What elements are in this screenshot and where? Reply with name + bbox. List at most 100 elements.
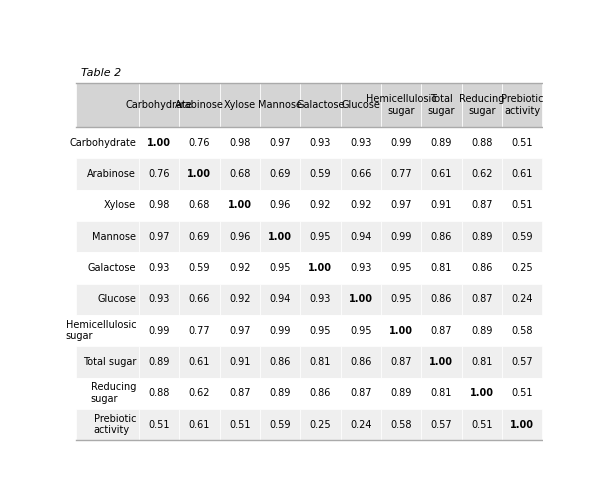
Text: 0.59: 0.59 <box>511 232 533 242</box>
Text: 1.00: 1.00 <box>308 263 332 273</box>
Bar <box>461 127 502 159</box>
Text: 0.95: 0.95 <box>310 326 331 336</box>
Text: 0.96: 0.96 <box>229 232 250 242</box>
Text: 0.66: 0.66 <box>350 169 371 179</box>
Text: 0.95: 0.95 <box>270 263 291 273</box>
Bar <box>421 159 461 190</box>
Text: 0.92: 0.92 <box>229 294 250 304</box>
Bar <box>219 159 260 190</box>
Text: 0.61: 0.61 <box>189 420 210 430</box>
Bar <box>139 252 179 284</box>
Text: Hemicellulosic
sugar: Hemicellulosic sugar <box>66 320 136 341</box>
Text: 1.00: 1.00 <box>228 201 252 211</box>
Text: Prebiotic
activity: Prebiotic activity <box>501 94 543 116</box>
Bar <box>179 378 219 409</box>
Bar <box>381 190 421 221</box>
Text: 0.77: 0.77 <box>390 169 412 179</box>
Text: Arabinose: Arabinose <box>175 100 224 110</box>
Bar <box>76 252 139 284</box>
Text: 0.95: 0.95 <box>390 294 412 304</box>
Bar <box>76 378 139 409</box>
Bar <box>341 315 381 346</box>
Text: 0.51: 0.51 <box>148 420 170 430</box>
Text: 0.96: 0.96 <box>270 201 291 211</box>
Text: 0.92: 0.92 <box>310 201 331 211</box>
Bar <box>421 346 461 378</box>
Bar <box>502 409 542 440</box>
Text: Xylose: Xylose <box>224 100 256 110</box>
Bar <box>76 221 139 252</box>
Bar <box>461 221 502 252</box>
Bar <box>300 127 341 159</box>
Bar <box>179 346 219 378</box>
Bar <box>179 159 219 190</box>
Bar <box>461 83 502 127</box>
Bar <box>502 159 542 190</box>
Text: 0.86: 0.86 <box>270 357 291 367</box>
Bar <box>219 346 260 378</box>
Bar <box>300 221 341 252</box>
Text: 0.95: 0.95 <box>310 232 331 242</box>
Bar <box>260 221 300 252</box>
Text: 0.87: 0.87 <box>229 388 250 398</box>
Bar <box>76 284 139 315</box>
Text: 0.59: 0.59 <box>189 263 210 273</box>
Bar <box>381 127 421 159</box>
Bar <box>300 190 341 221</box>
Text: 0.89: 0.89 <box>471 326 493 336</box>
Bar <box>461 190 502 221</box>
Text: 0.86: 0.86 <box>431 232 452 242</box>
Text: 0.51: 0.51 <box>471 420 493 430</box>
Text: 0.58: 0.58 <box>511 326 533 336</box>
Text: 0.51: 0.51 <box>511 388 533 398</box>
Bar <box>300 378 341 409</box>
Bar <box>219 409 260 440</box>
Text: 0.62: 0.62 <box>189 388 210 398</box>
Bar <box>502 83 542 127</box>
Text: 0.89: 0.89 <box>148 357 170 367</box>
Text: 0.62: 0.62 <box>471 169 493 179</box>
Bar <box>300 346 341 378</box>
Bar <box>139 159 179 190</box>
Bar <box>381 252 421 284</box>
Bar <box>381 315 421 346</box>
Bar <box>76 159 139 190</box>
Text: Table 2: Table 2 <box>81 67 121 77</box>
Text: 0.86: 0.86 <box>471 263 493 273</box>
Text: 0.61: 0.61 <box>511 169 533 179</box>
Text: 0.87: 0.87 <box>350 388 371 398</box>
Bar <box>179 83 219 127</box>
Text: 0.92: 0.92 <box>350 201 371 211</box>
Bar <box>421 252 461 284</box>
Bar <box>341 159 381 190</box>
Bar <box>260 127 300 159</box>
Text: Reducing
sugar: Reducing sugar <box>459 94 505 116</box>
Text: Hemicellulosic
sugar: Hemicellulosic sugar <box>366 94 437 116</box>
Text: 0.76: 0.76 <box>148 169 170 179</box>
Bar <box>260 83 300 127</box>
Text: 0.81: 0.81 <box>471 357 493 367</box>
Bar <box>341 190 381 221</box>
Text: 0.93: 0.93 <box>310 138 331 148</box>
Bar <box>461 315 502 346</box>
Text: Total sugar: Total sugar <box>83 357 136 367</box>
Text: 0.95: 0.95 <box>350 326 371 336</box>
Text: 0.59: 0.59 <box>270 420 291 430</box>
Bar <box>76 83 139 127</box>
Bar <box>260 159 300 190</box>
Bar <box>219 127 260 159</box>
Bar <box>76 127 139 159</box>
Text: 0.93: 0.93 <box>310 294 331 304</box>
Bar <box>139 127 179 159</box>
Text: 1.00: 1.00 <box>510 420 534 430</box>
Text: 0.24: 0.24 <box>350 420 371 430</box>
Bar <box>139 284 179 315</box>
Bar <box>341 378 381 409</box>
Text: 0.51: 0.51 <box>511 138 533 148</box>
Bar <box>421 127 461 159</box>
Bar <box>139 83 179 127</box>
Bar <box>502 190 542 221</box>
Bar <box>461 284 502 315</box>
Text: Mannose: Mannose <box>92 232 136 242</box>
Text: 0.97: 0.97 <box>148 232 170 242</box>
